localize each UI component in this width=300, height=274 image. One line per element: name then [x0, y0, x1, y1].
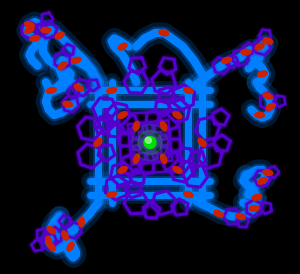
Polygon shape — [263, 170, 273, 175]
Polygon shape — [263, 38, 273, 44]
Polygon shape — [46, 236, 52, 246]
Polygon shape — [214, 210, 223, 217]
Polygon shape — [249, 206, 259, 211]
Polygon shape — [79, 217, 84, 227]
Polygon shape — [263, 93, 272, 99]
Polygon shape — [63, 101, 73, 107]
Polygon shape — [107, 192, 116, 198]
Polygon shape — [255, 43, 264, 50]
Circle shape — [138, 130, 162, 155]
Polygon shape — [67, 242, 74, 251]
Polygon shape — [160, 154, 167, 164]
Polygon shape — [47, 227, 56, 234]
Polygon shape — [25, 22, 34, 28]
Polygon shape — [252, 194, 262, 200]
Polygon shape — [118, 43, 127, 50]
Circle shape — [132, 124, 168, 161]
Polygon shape — [236, 213, 245, 219]
Polygon shape — [184, 87, 193, 93]
Polygon shape — [107, 87, 116, 93]
Polygon shape — [74, 84, 83, 91]
Circle shape — [144, 136, 156, 149]
Polygon shape — [159, 30, 168, 36]
Polygon shape — [133, 154, 140, 164]
Polygon shape — [160, 121, 167, 131]
Polygon shape — [222, 57, 231, 63]
Polygon shape — [133, 121, 140, 131]
Polygon shape — [118, 112, 127, 118]
Polygon shape — [255, 112, 265, 118]
Polygon shape — [173, 112, 182, 118]
Polygon shape — [94, 139, 102, 147]
Polygon shape — [258, 178, 267, 184]
Polygon shape — [48, 242, 55, 251]
Polygon shape — [25, 27, 34, 33]
Polygon shape — [258, 71, 267, 77]
Polygon shape — [173, 167, 182, 173]
Polygon shape — [266, 104, 275, 110]
Polygon shape — [198, 138, 206, 146]
Polygon shape — [184, 192, 193, 198]
Polygon shape — [58, 62, 66, 70]
Circle shape — [145, 137, 152, 143]
Polygon shape — [30, 36, 40, 41]
Polygon shape — [241, 49, 251, 55]
Polygon shape — [118, 167, 127, 173]
Polygon shape — [62, 231, 68, 240]
Polygon shape — [55, 32, 64, 39]
Polygon shape — [46, 87, 56, 93]
Polygon shape — [71, 57, 81, 63]
Polygon shape — [41, 27, 51, 33]
